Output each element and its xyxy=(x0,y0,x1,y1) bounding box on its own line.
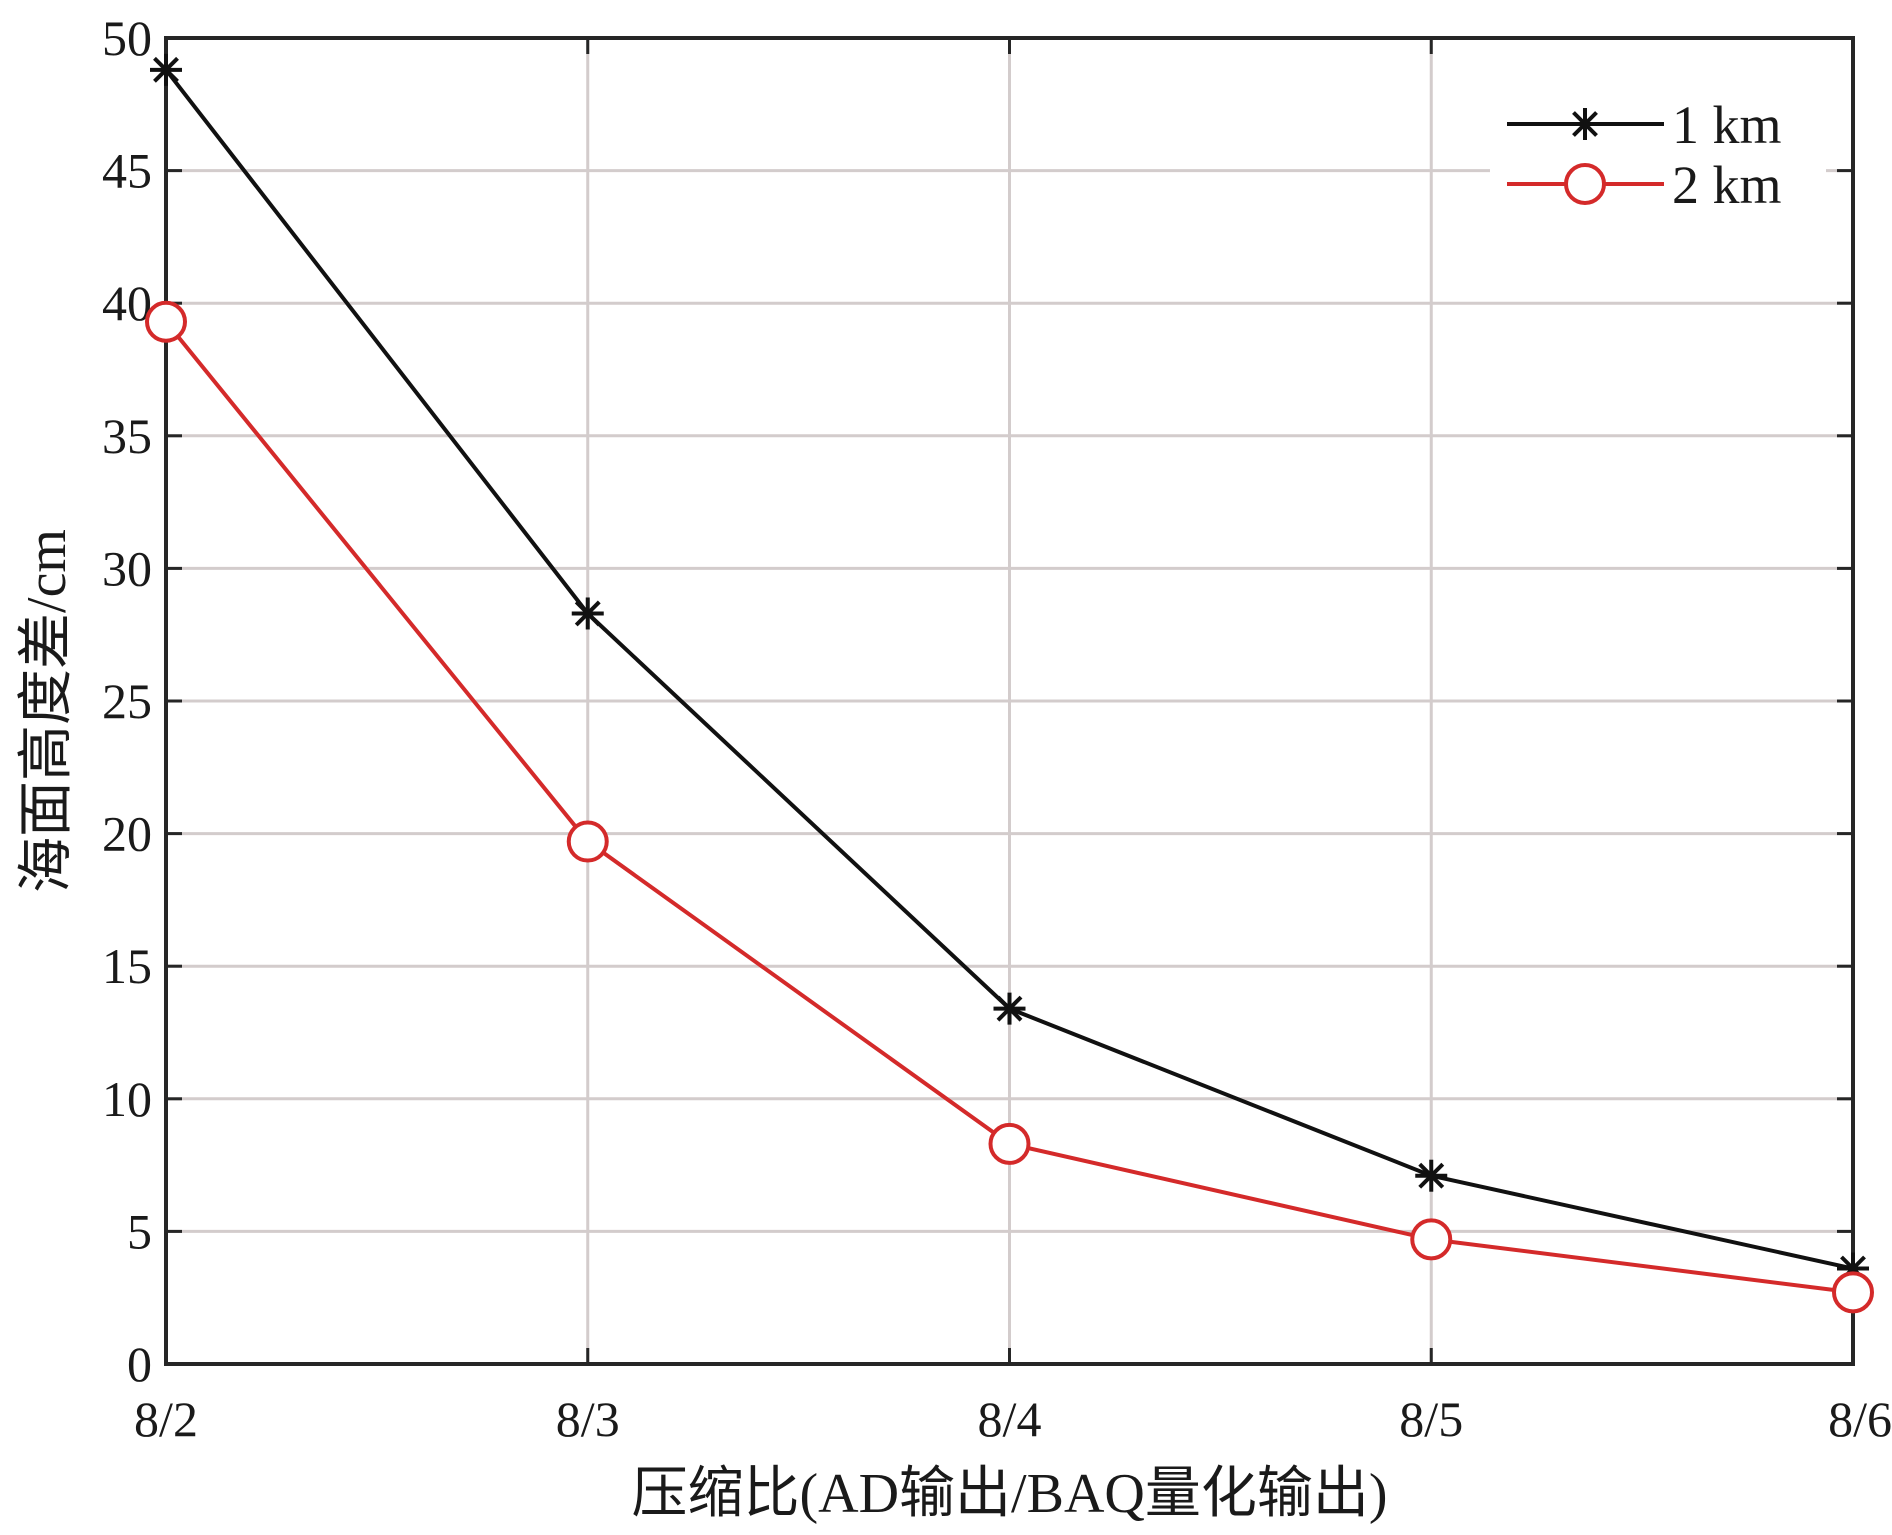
legend-marker xyxy=(1569,108,1601,140)
legend-box xyxy=(1490,90,1826,208)
axis-ticks: 0 5 10 15 20 25 30 35 40 45 50 8/2 8/3 8/4 8/5 8/6 xyxy=(102,10,1892,1447)
marker-stroke xyxy=(996,995,1023,1022)
data-point-series-1 xyxy=(571,597,604,630)
grid-lines xyxy=(166,38,1853,1364)
x-tick-label: 8/3 xyxy=(556,1391,620,1447)
y-tick-label: 50 xyxy=(102,10,152,66)
x-tick-label: 8/6 xyxy=(1828,1391,1892,1447)
x-tick-label: 8/2 xyxy=(134,1391,198,1447)
legend-marker xyxy=(1564,163,1606,205)
y-tick-label: 25 xyxy=(102,673,152,729)
legend: 1 km2 km xyxy=(1490,90,1826,215)
legend-label-2: 2 km xyxy=(1672,155,1782,215)
x-tick-label: 8/4 xyxy=(978,1391,1042,1447)
marker-stroke xyxy=(153,56,179,83)
data-point-series-2 xyxy=(566,820,609,863)
y-tick-label: 30 xyxy=(102,540,152,596)
marker-stroke xyxy=(1572,111,1598,137)
data-point-series-2 xyxy=(1832,1271,1874,1314)
y-tick-label: 5 xyxy=(127,1203,152,1259)
data-series xyxy=(145,53,1874,1314)
data-point-series-2 xyxy=(145,300,187,343)
data-point-series-1 xyxy=(993,992,1026,1025)
y-axis-title: 海面高度差/cm xyxy=(16,529,78,893)
y-tick-label: 0 xyxy=(127,1336,152,1392)
y-tick-label: 20 xyxy=(102,806,152,862)
marker-stroke xyxy=(1418,1162,1445,1189)
y-tick-label: 15 xyxy=(102,938,152,994)
data-point-series-2 xyxy=(988,1122,1031,1165)
x-tick-label: 8/5 xyxy=(1399,1391,1463,1447)
data-point-series-1 xyxy=(150,53,182,86)
data-point-series-1 xyxy=(1415,1159,1448,1192)
y-tick-label: 35 xyxy=(102,408,152,464)
marker-stroke xyxy=(574,600,601,627)
y-tick-label: 40 xyxy=(102,275,152,331)
x-axis-title: 压缩比(AD输出/BAQ量化输出) xyxy=(632,1463,1388,1525)
legend-label-1: 1 km xyxy=(1672,95,1782,155)
y-tick-label: 10 xyxy=(102,1071,152,1127)
data-point-series-2 xyxy=(1410,1218,1453,1261)
y-tick-label: 45 xyxy=(102,143,152,199)
